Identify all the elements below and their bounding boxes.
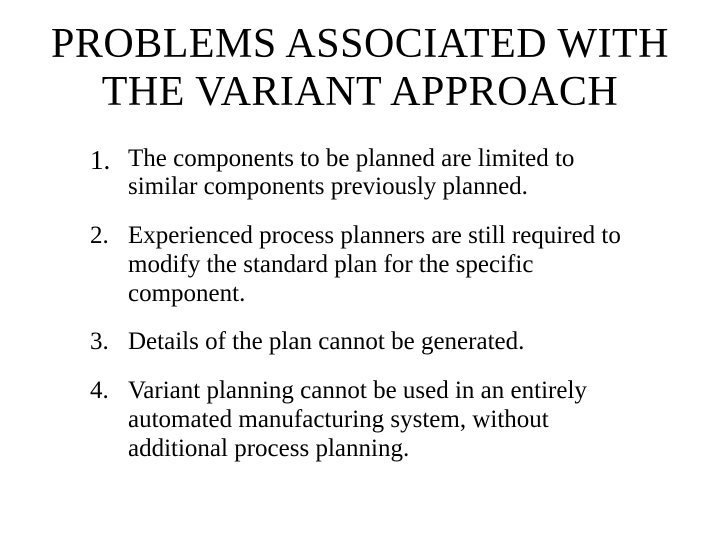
list-item: 2. Experienced process planners are stil…	[90, 222, 650, 308]
list-item: 3. Details of the plan cannot be generat…	[90, 328, 650, 357]
slide-title: PROBLEMS ASSOCIATED WITH THE VARIANT APP…	[30, 20, 690, 117]
list-item: 4. Variant planning cannot be used in an…	[90, 377, 650, 463]
item-number: 1.	[90, 145, 120, 203]
item-text: Experienced process planners are still r…	[120, 222, 650, 308]
list-item: 1. The components to be planned are limi…	[90, 145, 650, 203]
item-number: 2.	[90, 222, 120, 308]
item-number: 3.	[90, 328, 120, 357]
item-number: 4.	[90, 377, 120, 463]
item-text: The components to be planned are limited…	[120, 145, 650, 203]
problems-list: 1. The components to be planned are limi…	[30, 145, 690, 464]
item-text: Details of the plan cannot be generated.	[120, 328, 524, 357]
item-text: Variant planning cannot be used in an en…	[120, 377, 650, 463]
